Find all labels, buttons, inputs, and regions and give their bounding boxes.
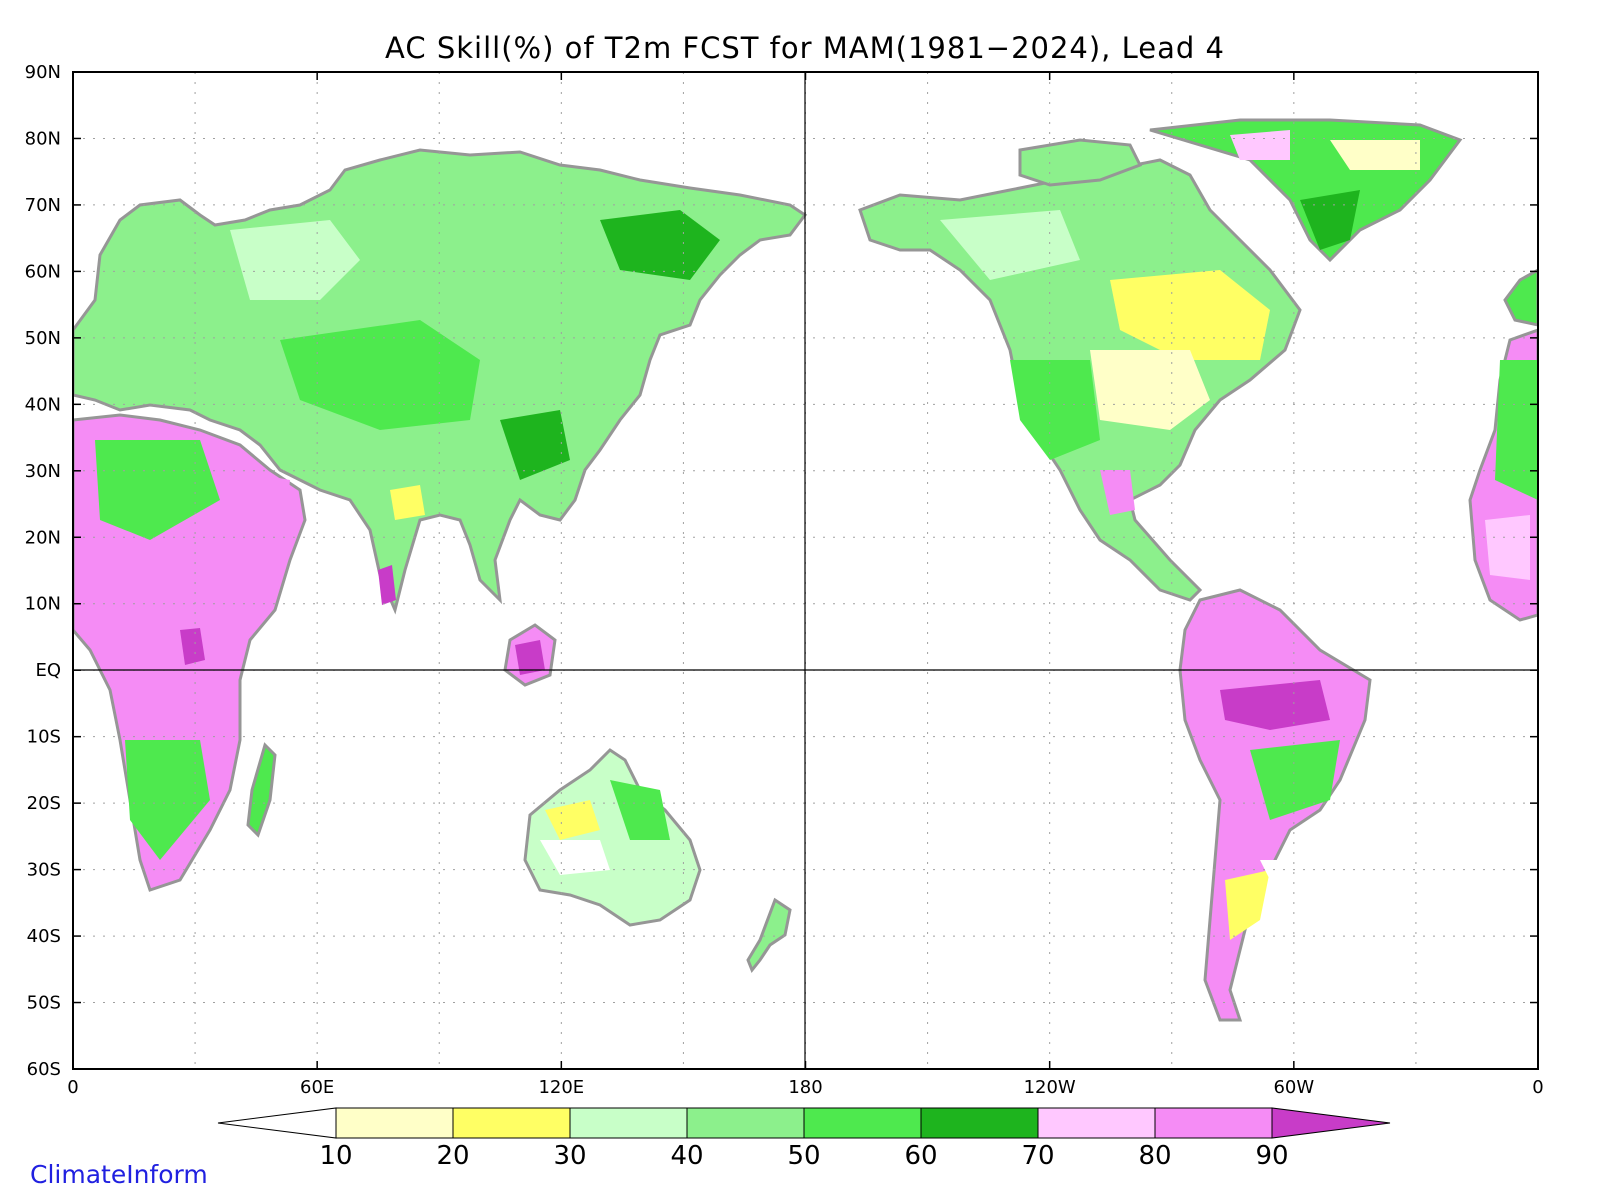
patch-eastasia-dark xyxy=(600,210,720,280)
lat-label: 30N xyxy=(25,461,61,482)
lat-label: 50S xyxy=(27,993,61,1014)
map-title: AC Skill(%) of T2m FCST for MAM(1981−202… xyxy=(385,31,1225,65)
lon-label: 60E xyxy=(300,1077,334,1098)
latitude-labels: 90N 80N 70N 60N 50N 40N 30N 20N 10N EQ 10S 20S 30S 40… xyxy=(25,62,61,1080)
patch-greenland-pink xyxy=(1230,130,1290,160)
tick-marks xyxy=(72,71,1539,1070)
lat-label: EQ xyxy=(35,660,61,681)
patch-siberia-light xyxy=(230,220,360,300)
colorbar-low-arrow xyxy=(217,1107,337,1139)
lat-label: 50N xyxy=(25,328,61,349)
patch-samerica-green xyxy=(1250,740,1340,820)
lat-label: 40S xyxy=(27,926,61,947)
colorbar-box xyxy=(1037,1107,1156,1139)
madagascar-land xyxy=(246,742,277,838)
lat-label: 10S xyxy=(27,727,61,748)
patch-africa-green2 xyxy=(125,740,210,860)
patch-china-dark xyxy=(500,410,570,480)
colorbar-box xyxy=(920,1107,1039,1139)
patch-asia-dark xyxy=(280,320,480,430)
europe-right-land xyxy=(1503,268,1538,327)
patch-usa-white xyxy=(1090,350,1210,430)
brand-label: ClimateInform xyxy=(30,1160,208,1189)
patch-westafrica-green xyxy=(1495,360,1538,500)
lat-label: 30S xyxy=(27,860,61,881)
patch-samerica-white xyxy=(1260,860,1300,900)
lat-label: 20S xyxy=(27,793,61,814)
patch-africa-green xyxy=(95,440,220,540)
colorbar-tick-label: 70 xyxy=(1021,1141,1054,1171)
patch-india-yellow xyxy=(390,485,425,520)
colorbar-box xyxy=(803,1107,922,1139)
patch-india-purple xyxy=(378,565,396,605)
colorbar-tick-label: 80 xyxy=(1138,1141,1171,1171)
lat-label: 10N xyxy=(25,594,61,615)
colorbar-tick-label: 10 xyxy=(319,1141,352,1171)
patch-samerica-purple xyxy=(1220,680,1330,730)
lat-label: 20N xyxy=(25,527,61,548)
colorbar-box xyxy=(335,1107,454,1139)
colorbar-box xyxy=(1154,1107,1273,1139)
newzealand-land xyxy=(746,897,792,973)
land-layer xyxy=(73,118,1538,1022)
colorbar-tick-label: 60 xyxy=(904,1141,937,1171)
patch-australia-yellow xyxy=(545,800,600,840)
colorbar-box xyxy=(686,1107,805,1139)
colorbar-tick-label: 20 xyxy=(436,1141,469,1171)
patch-australia-white xyxy=(540,840,610,875)
patch-borneo-purple xyxy=(515,640,545,675)
lat-label: 90N xyxy=(25,62,61,83)
lon-label: 180 xyxy=(788,1077,822,1098)
longitude-labels: 0 60E 120E 180 120W 60W 0 xyxy=(67,1077,1543,1098)
patch-samerica-yellow xyxy=(1225,870,1270,940)
lat-label: 40N xyxy=(25,394,61,415)
colorbar-tick-label: 50 xyxy=(787,1141,820,1171)
patch-australia-green xyxy=(610,780,670,840)
australia-land xyxy=(523,748,702,927)
colorbar-tick-label: 90 xyxy=(1255,1141,1288,1171)
lon-label: 120E xyxy=(538,1077,584,1098)
lat-label: 80N xyxy=(25,128,61,149)
patch-arabia-purple xyxy=(235,470,290,530)
patch-westafrica-pink xyxy=(1485,515,1530,580)
lon-label: 120W xyxy=(1024,1077,1076,1098)
lat-label: 60S xyxy=(27,1059,61,1080)
colorbar-tick-label: 40 xyxy=(670,1141,703,1171)
colorbar-tick-label: 30 xyxy=(553,1141,586,1171)
colorbar: 10 20 30 40 50 60 70 80 90 xyxy=(217,1107,1391,1171)
patch-usa-west-green xyxy=(1010,360,1100,460)
lat-label: 60N xyxy=(25,261,61,282)
lon-label: 0 xyxy=(1532,1077,1543,1098)
colorbar-box xyxy=(569,1107,688,1139)
patch-africa-purple-dark xyxy=(180,628,205,665)
lon-label: 0 xyxy=(67,1077,78,1098)
patch-greenland-light xyxy=(1330,140,1420,170)
lon-label: 60W xyxy=(1273,1077,1314,1098)
colorbar-high-arrow xyxy=(1271,1107,1391,1139)
colorbar-box xyxy=(452,1107,571,1139)
lat-label: 70N xyxy=(25,195,61,216)
patch-canada-light xyxy=(940,210,1080,280)
patch-canada-yellow xyxy=(1110,270,1270,360)
patch-mexico-purple xyxy=(1100,470,1135,515)
